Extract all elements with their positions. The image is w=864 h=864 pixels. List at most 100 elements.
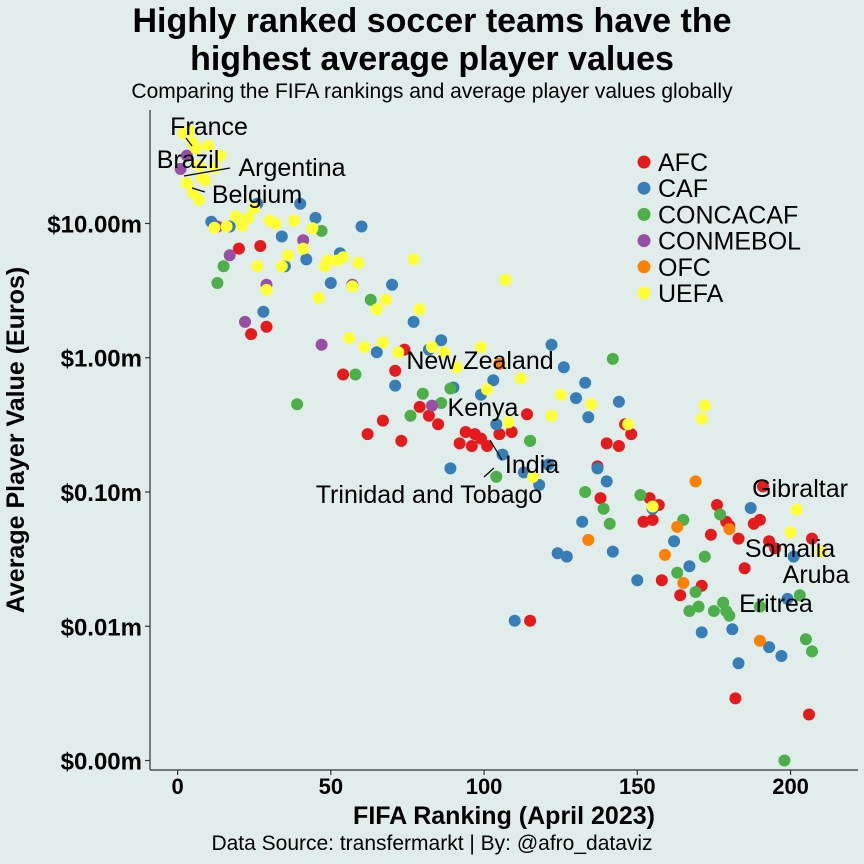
annotation-label-kenya: Kenya (448, 394, 519, 422)
data-point-uefa-1 (183, 124, 196, 137)
data-point-afc-26 (612, 440, 625, 452)
annotation-label-somalia: Somalia (745, 535, 835, 563)
data-point-caf-12 (370, 346, 383, 359)
data-point-uefa-33 (343, 332, 356, 345)
data-point-ofc-2 (658, 548, 671, 561)
data-point-uefa-61 (815, 545, 828, 558)
data-point-caf-28 (542, 458, 555, 471)
data-point-afc-0 (232, 242, 245, 255)
data-point-afc-10 (413, 400, 426, 413)
data-point-uefa-19 (251, 260, 264, 273)
data-point-uefa-22 (269, 217, 282, 230)
data-point-uefa-14 (220, 220, 233, 233)
data-point-conmebol-6 (297, 234, 310, 247)
axes-layer: 0 50 100 150 200 $0.00m $0.01m $0.10m $1.00m $10.… (2, 110, 858, 830)
x-tick-label: 0 (171, 774, 183, 799)
annotation-label-new-zealand: New Zealand (406, 347, 553, 375)
data-point-uefa-44 (438, 346, 451, 359)
annotation-label-belgium: Belgium (212, 181, 302, 209)
data-point-ofc-6 (723, 523, 736, 535)
legend-label-ofc: OFC (658, 254, 711, 282)
y-tick-label: $0.01m (61, 614, 142, 641)
data-point-uefa-28 (312, 291, 325, 304)
annotation-label-argentina: Argentina (238, 154, 345, 182)
data-point-concacaf-19 (683, 605, 696, 617)
data-point-uefa-60 (790, 503, 803, 516)
data-point-uefa-26 (297, 242, 310, 255)
data-point-uefa-52 (545, 409, 558, 422)
data-point-concacaf-5 (364, 293, 377, 306)
data-point-uefa-6 (199, 174, 212, 187)
data-point-ofc-3 (671, 520, 684, 533)
data-point-afc-28 (625, 428, 638, 441)
annotation-leader-line (489, 439, 503, 461)
data-point-caf-51 (781, 592, 794, 605)
data-point-afc-25 (600, 437, 613, 450)
data-point-conmebol-1 (180, 149, 193, 162)
data-point-caf-52 (787, 550, 800, 563)
annotation-label-brazil: Brazil (157, 146, 220, 174)
annotation-label-eritrea: Eritrea (739, 590, 813, 618)
data-point-concacaf-4 (349, 368, 362, 381)
data-point-concacaf-24 (714, 508, 727, 521)
data-point-caf-35 (579, 376, 592, 389)
y-tick-label: $10.00m (47, 211, 142, 238)
data-point-caf-33 (570, 392, 582, 405)
data-point-caf-44 (683, 560, 696, 573)
data-point-uefa-24 (281, 249, 294, 262)
data-point-afc-29 (637, 515, 650, 528)
data-point-caf-24 (508, 614, 521, 627)
data-point-afc-44 (753, 513, 766, 526)
data-point-afc-33 (655, 574, 668, 587)
data-point-caf-21 (487, 374, 500, 387)
data-point-uefa-20 (260, 283, 273, 296)
y-tick-label: $0.10m (61, 480, 142, 507)
data-point-caf-45 (695, 626, 708, 639)
data-point-uefa-50 (514, 372, 527, 385)
data-point-uefa-56 (646, 500, 659, 513)
data-point-caf-49 (763, 641, 776, 654)
data-point-afc-45 (757, 480, 769, 493)
data-point-uefa-53 (554, 388, 567, 401)
data-point-uefa-58 (698, 399, 711, 412)
legend-label-caf: CAF (658, 175, 708, 203)
data-point-concacaf-30 (799, 633, 812, 646)
legend-swatch-uefa (637, 286, 651, 300)
data-point-conmebol-9 (426, 399, 438, 412)
data-point-afc-4 (337, 368, 350, 381)
data-point-uefa-39 (380, 293, 392, 306)
points-layer (174, 124, 828, 767)
data-point-afc-15 (465, 440, 478, 452)
data-point-uefa-23 (275, 260, 288, 273)
data-point-concacaf-23 (707, 605, 720, 617)
data-point-uefa-42 (413, 303, 426, 316)
data-point-uefa-27 (306, 222, 319, 235)
data-point-uefa-3 (190, 142, 202, 155)
data-point-afc-37 (711, 499, 723, 511)
annotation-leader-line (183, 167, 231, 177)
data-point-concacaf-32 (778, 754, 791, 767)
data-point-caf-48 (744, 502, 757, 514)
data-point-uefa-55 (622, 418, 635, 431)
data-point-concacaf-20 (689, 586, 702, 598)
data-point-uefa-54 (585, 398, 598, 411)
data-point-concacaf-22 (698, 550, 711, 563)
data-point-afc-41 (732, 532, 745, 545)
data-point-afc-8 (395, 434, 408, 447)
data-point-concacaf-7 (416, 387, 429, 400)
data-point-uefa-41 (407, 253, 420, 266)
data-point-caf-6 (294, 197, 307, 210)
data-point-caf-43 (668, 535, 681, 548)
data-point-concacaf-29 (793, 589, 806, 602)
data-point-afc-48 (803, 708, 815, 721)
data-point-afc-6 (376, 414, 389, 427)
data-point-afc-21 (521, 408, 533, 421)
data-point-caf-17 (435, 334, 448, 347)
data-point-concacaf-31 (806, 645, 818, 658)
data-point-uefa-57 (695, 412, 708, 425)
data-point-afc-36 (704, 528, 717, 541)
data-point-uefa-43 (426, 341, 438, 354)
data-point-conmebol-4 (239, 315, 251, 328)
